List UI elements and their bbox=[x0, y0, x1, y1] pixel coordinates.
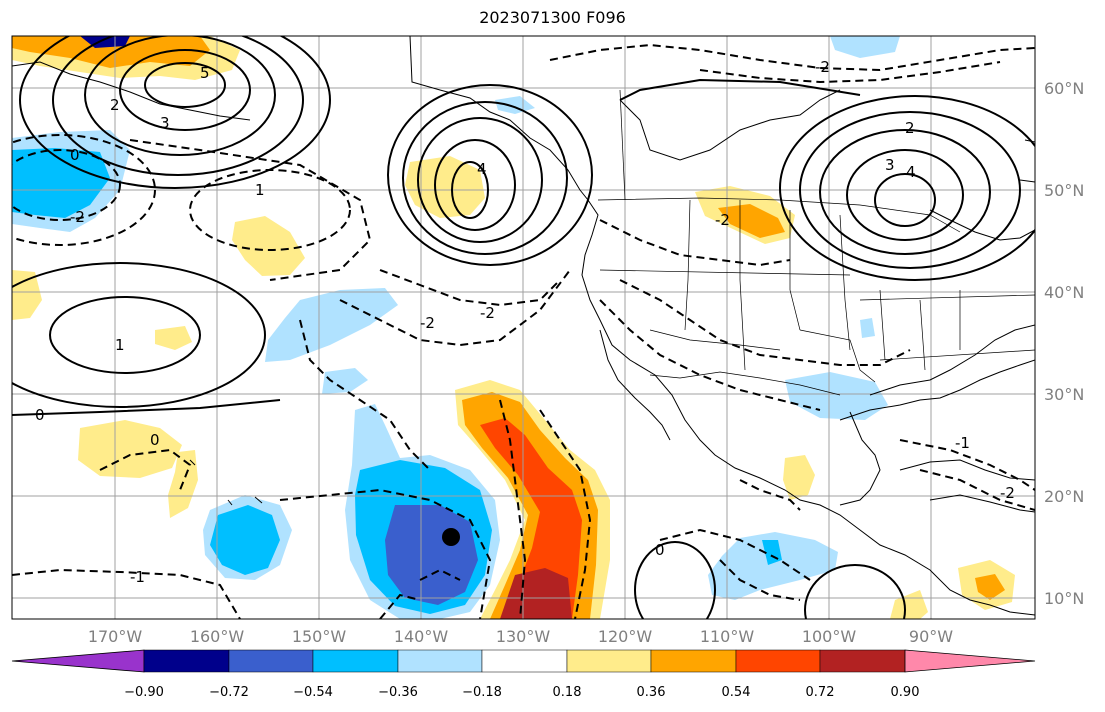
colorbar-segment bbox=[819, 649, 906, 673]
positive-anomaly-region bbox=[480, 418, 582, 619]
colorbar-segment bbox=[143, 649, 230, 673]
longitude-label: 100°W bbox=[802, 627, 857, 646]
negative-anomaly-region bbox=[830, 36, 900, 58]
dashed-contours bbox=[12, 43, 1035, 619]
longitude-label: 90°W bbox=[909, 627, 953, 646]
contour-label: -1 bbox=[955, 434, 970, 452]
positive-anomaly-region bbox=[78, 420, 182, 478]
positive-anomaly-region bbox=[890, 590, 928, 619]
longitude-labels: 170°W 160°W 150°W 140°W 130°W 120°W 110°… bbox=[88, 627, 953, 646]
contour-label: -1 bbox=[130, 568, 145, 586]
colorbar-tick-label: −0.54 bbox=[293, 685, 333, 700]
latitude-label: 50°N bbox=[1044, 181, 1084, 200]
colorbar-tick-label: −0.72 bbox=[209, 685, 249, 700]
colorbar: −0.90 −0.72 −0.54 −0.36 −0.18 0.18 0.36 … bbox=[11, 649, 1036, 700]
latitude-label: 60°N bbox=[1044, 79, 1084, 98]
colorbar-segment bbox=[228, 649, 314, 673]
map-frame bbox=[11, 35, 1036, 620]
positive-anomaly-region bbox=[500, 568, 572, 619]
negative-anomaly-region bbox=[495, 96, 535, 114]
positive-anomaly-region bbox=[12, 36, 210, 68]
negative-anomaly-region bbox=[12, 148, 110, 218]
contour-labels: 5 4 4 3 3 2 2 1 1 0 0 0 0 -1 -1 -2 -2 -2… bbox=[35, 58, 1015, 586]
positive-anomaly-region bbox=[718, 204, 785, 238]
longitude-label: 160°W bbox=[190, 627, 245, 646]
colorbar-tick-label: −0.90 bbox=[124, 685, 164, 700]
contour-label: 3 bbox=[160, 114, 170, 132]
negative-anomaly-region bbox=[322, 368, 368, 394]
colorbar-tick-label: 0.54 bbox=[722, 685, 751, 700]
contour-label: 0 bbox=[655, 541, 665, 559]
latitude-label: 30°N bbox=[1044, 385, 1084, 404]
colorbar-tick-labels: −0.90 −0.72 −0.54 −0.36 −0.18 0.18 0.36 … bbox=[124, 685, 919, 700]
latitude-label: 20°N bbox=[1044, 487, 1084, 506]
contour-label: -2 bbox=[480, 304, 495, 322]
negative-anomaly-region bbox=[860, 318, 875, 338]
colorbar-segment bbox=[397, 649, 483, 673]
latitude-labels: 60°N 50°N 40°N 30°N 20°N 10°N bbox=[1044, 79, 1084, 608]
colorbar-tick-label: −0.36 bbox=[378, 685, 418, 700]
longitude-label: 110°W bbox=[700, 627, 755, 646]
contour-label: 1 bbox=[255, 181, 265, 199]
contour-label: 4 bbox=[906, 163, 916, 181]
negative-anomaly-region bbox=[708, 532, 838, 600]
political-borders bbox=[597, 89, 1035, 396]
contour-label: -2 bbox=[420, 314, 435, 332]
contour-label: 3 bbox=[885, 156, 895, 174]
contour-label: 0 bbox=[150, 431, 160, 449]
contour-label: 2 bbox=[110, 96, 120, 114]
contour-label: 0 bbox=[70, 146, 80, 164]
latitude-label: 40°N bbox=[1044, 283, 1084, 302]
coastlines bbox=[12, 36, 1035, 616]
latitude-label: 10°N bbox=[1044, 589, 1084, 608]
contour-label: -2 bbox=[715, 211, 730, 229]
contour-label: -2 bbox=[1000, 484, 1015, 502]
contour-label: -2 bbox=[70, 208, 85, 226]
colorbar-tick-label: 0.72 bbox=[806, 685, 835, 700]
longitude-label: 170°W bbox=[88, 627, 143, 646]
colorbar-segment bbox=[735, 649, 821, 673]
colorbar-segment bbox=[650, 649, 737, 673]
colorbar-tick-label: 0.90 bbox=[891, 685, 920, 700]
storm-center-marker bbox=[442, 528, 460, 546]
positive-anomaly-region bbox=[975, 574, 1005, 600]
negative-anomaly-region bbox=[265, 288, 398, 362]
contour-label: -2 bbox=[815, 58, 830, 76]
contour-label: 1 bbox=[115, 336, 125, 354]
negative-anomaly-region bbox=[210, 505, 280, 575]
colorbar-segment bbox=[481, 649, 568, 673]
solid-contours bbox=[12, 36, 1035, 619]
colorbar-tick-label: 0.36 bbox=[637, 685, 666, 700]
colorbar-extend-low bbox=[11, 649, 145, 673]
shaded-anomaly-fields bbox=[12, 36, 1015, 619]
colorbar-segment bbox=[566, 649, 652, 673]
longitude-label: 150°W bbox=[292, 627, 347, 646]
contour-label: 2 bbox=[905, 119, 915, 137]
colorbar-tick-label: 0.18 bbox=[553, 685, 582, 700]
contour-label: 4 bbox=[477, 160, 487, 178]
longitude-label: 120°W bbox=[598, 627, 653, 646]
positive-anomaly-region bbox=[155, 326, 192, 350]
positive-anomaly-region bbox=[405, 156, 485, 218]
contour-label: 0 bbox=[35, 406, 45, 424]
colorbar-tick-label: −0.18 bbox=[462, 685, 502, 700]
longitude-label: 130°W bbox=[496, 627, 551, 646]
contour-label: 5 bbox=[200, 64, 210, 82]
longitude-label: 140°W bbox=[394, 627, 449, 646]
positive-anomaly-region bbox=[783, 455, 815, 500]
colorbar-extend-high bbox=[904, 649, 1036, 673]
positive-anomaly-region bbox=[232, 216, 305, 276]
colorbar-segment bbox=[312, 649, 399, 673]
map-title: 2023071300 F096 bbox=[479, 8, 626, 27]
